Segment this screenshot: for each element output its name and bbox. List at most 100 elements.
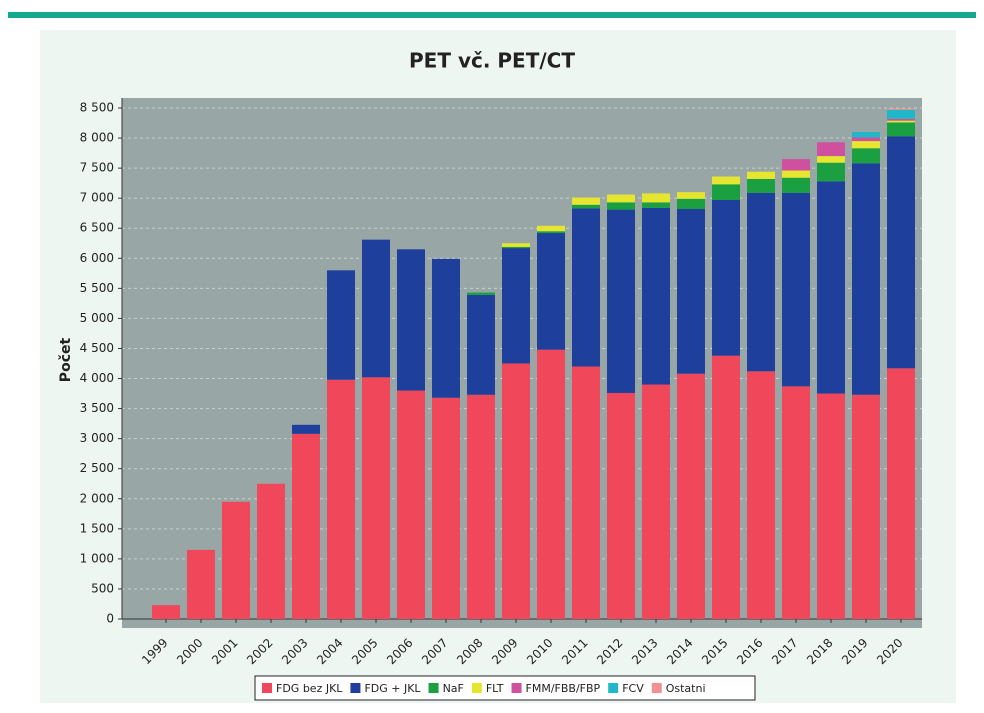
bar-segment — [782, 170, 810, 178]
bar-segment — [362, 239, 390, 378]
bar-segment — [572, 204, 600, 209]
y-tick-label: 500 — [91, 581, 114, 595]
bar-segment — [747, 171, 775, 179]
bar-segment — [292, 424, 320, 434]
bar-segment — [502, 248, 530, 364]
bar-segment — [607, 392, 635, 619]
bar-segment — [852, 394, 880, 619]
legend-swatch — [471, 683, 482, 693]
legend-label: FDG bez JKL — [276, 682, 343, 695]
y-tick-label: 4 000 — [80, 371, 114, 385]
bar-segment — [642, 193, 670, 203]
y-tick-label: 2 000 — [80, 491, 114, 505]
y-tick-label: 8 000 — [80, 131, 114, 145]
bar-segment — [817, 156, 845, 163]
legend-label: FMM/FBB/FBP — [526, 682, 601, 695]
bar-segment — [712, 199, 740, 356]
bar-segment — [187, 549, 215, 619]
bar-segment — [712, 184, 740, 200]
bar-segment — [537, 225, 565, 232]
legend-label: FLT — [486, 682, 504, 695]
bar-segment — [887, 368, 915, 619]
y-tick-label: 3 500 — [80, 401, 114, 415]
legend-swatch — [350, 683, 361, 693]
bar-segment — [572, 197, 600, 205]
bar-segment — [642, 384, 670, 619]
bar-segment — [677, 198, 705, 209]
y-tick-label: 1 000 — [80, 551, 114, 565]
legend-swatch — [262, 683, 272, 693]
y-tick-label: 5 500 — [80, 281, 114, 295]
bar-segment — [712, 176, 740, 185]
bar-segment — [642, 207, 670, 385]
bar-segment — [607, 209, 635, 393]
bar-segment — [852, 137, 880, 142]
legend-swatch — [428, 683, 439, 693]
bar-segment — [782, 192, 810, 387]
legend-label: FDG + JKL — [364, 682, 421, 695]
bar-segment — [502, 363, 530, 619]
chart-title: PET vč. PET/CT — [409, 49, 575, 73]
bar-segment — [852, 148, 880, 164]
legend-label: NaF — [443, 682, 464, 695]
bar-segment — [327, 379, 355, 619]
bar-segment — [537, 231, 565, 234]
bar-segment — [397, 390, 425, 619]
bar-segment — [152, 605, 180, 619]
y-tick-label: 8 500 — [80, 101, 114, 115]
bar-segment — [222, 501, 250, 619]
bar-segment — [537, 349, 565, 619]
bar-segment — [607, 194, 635, 203]
bar-segment — [677, 208, 705, 374]
bar-segment — [362, 377, 390, 619]
bar-segment — [327, 270, 355, 380]
bar-segment — [852, 141, 880, 149]
bar-segment — [537, 233, 565, 350]
y-tick-label: 3 000 — [80, 431, 114, 445]
bar-segment — [887, 122, 915, 137]
bar-segment — [817, 162, 845, 182]
bar-segment — [782, 386, 810, 619]
bar-segment — [432, 258, 460, 398]
y-tick-label: 2 500 — [80, 461, 114, 475]
bar-segment — [677, 192, 705, 199]
y-tick-label: 1 500 — [80, 521, 114, 535]
bar-segment — [572, 208, 600, 367]
bar-segment — [502, 243, 530, 247]
y-tick-label: 5 000 — [80, 311, 114, 325]
bar-segment — [782, 159, 810, 171]
bar-segment — [607, 202, 635, 210]
bar-segment — [257, 483, 285, 619]
bar-segment — [747, 178, 775, 193]
bar-segment — [432, 397, 460, 619]
y-tick-label: 7 500 — [80, 161, 114, 175]
legend-label: FCV — [622, 682, 644, 695]
bar-segment — [467, 294, 495, 395]
legend-swatch — [651, 683, 662, 693]
bar-segment — [887, 109, 915, 119]
bar-segment — [852, 163, 880, 395]
y-tick-label: 6 500 — [80, 221, 114, 235]
bar-segment — [712, 355, 740, 619]
bar-segment — [852, 132, 880, 138]
bar-segment — [292, 433, 320, 619]
y-tick-label: 7 000 — [80, 191, 114, 205]
y-tick-label: 6 000 — [80, 251, 114, 265]
y-tick-label: 0 — [106, 612, 114, 626]
bar-segment — [677, 373, 705, 619]
bar-segment — [887, 108, 915, 110]
legend-swatch — [608, 683, 619, 693]
y-axis-label: Počet — [58, 338, 74, 383]
bar-segment — [467, 394, 495, 619]
y-tick-label: 4 500 — [80, 341, 114, 355]
bar-segment — [817, 393, 845, 619]
legend-swatch — [511, 683, 522, 693]
bar-segment — [642, 202, 670, 208]
legend-label: Ostatni — [666, 682, 706, 695]
bar-segment — [817, 142, 845, 157]
bar-segment — [572, 366, 600, 619]
bar-segment — [887, 136, 915, 369]
bar-segment — [782, 177, 810, 193]
bar-segment — [397, 249, 425, 391]
